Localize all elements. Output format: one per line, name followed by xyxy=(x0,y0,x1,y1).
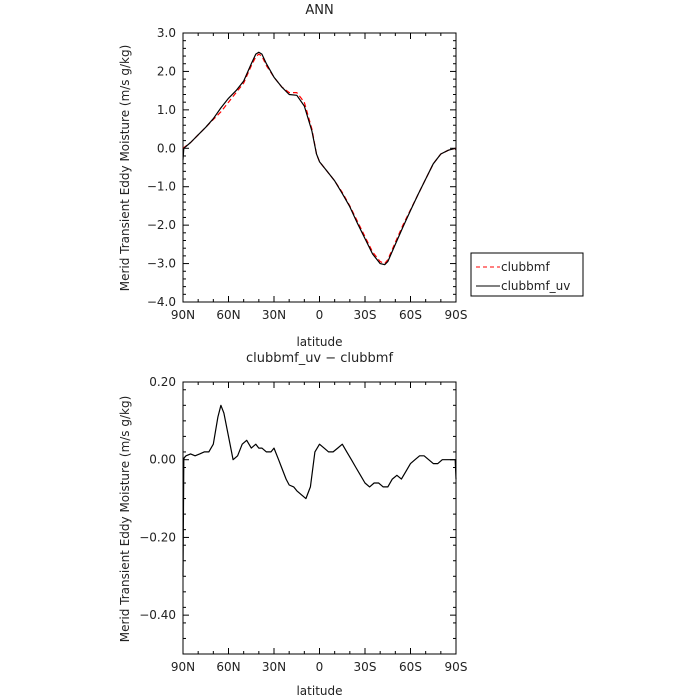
series-line-difference xyxy=(182,404,457,577)
bottom-y-axis-label: Merid Transient Eddy Moisture (m/s g/kg) xyxy=(118,396,132,643)
top-axis-ticks: 90N 60N 30N 0 30S 60S 90S 3.0 2.0 1.0 0.0 −1.0 −2.0 −… xyxy=(147,26,468,322)
legend-entry-clubbmf-uv: clubbmf_uv xyxy=(501,279,570,293)
top-x-axis-label: latitude xyxy=(296,335,342,349)
y-tick-label: 3.0 xyxy=(157,26,176,40)
y-tick-label: −1.0 xyxy=(147,180,176,194)
y-tick-label: 0.00 xyxy=(149,453,176,467)
x-tick-label: 30N xyxy=(262,308,286,322)
top-y-axis-label: Merid Transient Eddy Moisture (m/s g/kg) xyxy=(118,45,132,292)
legend-entry-clubbmf: clubbmf xyxy=(501,260,550,274)
x-tick-label: 90S xyxy=(445,308,468,322)
bottom-panel: clubbmf_uv − clubbmf Merid Transient Edd… xyxy=(118,351,467,698)
x-tick-label: 90N xyxy=(171,308,195,322)
bottom-series-group xyxy=(182,404,457,577)
series-line-clubbmf xyxy=(182,53,457,265)
y-tick-label: 0.0 xyxy=(157,141,176,155)
y-tick-label: −2.0 xyxy=(147,218,176,232)
x-tick-label: 30S xyxy=(354,308,377,322)
y-tick-label: 2.0 xyxy=(157,64,176,78)
y-tick-label: 0.20 xyxy=(149,375,176,389)
x-tick-label: 60S xyxy=(399,308,422,322)
y-tick-label: −0.40 xyxy=(139,608,176,622)
top-series-group xyxy=(182,51,457,266)
y-tick-label: 1.0 xyxy=(157,103,176,117)
top-chart-title: ANN xyxy=(305,3,333,18)
top-plot-frame xyxy=(182,32,457,303)
top-panel: ANN Merid Transient Eddy Moisture (m/s g… xyxy=(118,3,584,349)
top-legend: clubbmf clubbmf_uv xyxy=(470,252,584,297)
x-tick-label: 30S xyxy=(354,660,377,674)
bottom-x-axis-label: latitude xyxy=(296,684,342,698)
x-tick-label: 60S xyxy=(399,660,422,674)
x-tick-label: 0 xyxy=(316,308,324,322)
y-tick-label: −4.0 xyxy=(147,295,176,309)
x-tick-label: 60N xyxy=(216,660,240,674)
bottom-axis-ticks: 90N 60N 30N 0 30S 60S 90S 0.20 0.00 −0.20 −0.40 xyxy=(139,375,467,674)
x-tick-label: 60N xyxy=(216,308,240,322)
series-line-clubbmf-uv xyxy=(182,51,457,266)
x-tick-label: 0 xyxy=(316,660,324,674)
y-tick-label: −3.0 xyxy=(147,257,176,271)
x-tick-label: 90N xyxy=(171,660,195,674)
bottom-plot-frame xyxy=(182,381,457,655)
bottom-chart-title: clubbmf_uv − clubbmf xyxy=(246,351,393,366)
y-tick-label: −0.20 xyxy=(139,530,176,544)
x-tick-label: 90S xyxy=(445,660,468,674)
legend-box xyxy=(470,252,584,297)
x-tick-label: 30N xyxy=(262,660,286,674)
